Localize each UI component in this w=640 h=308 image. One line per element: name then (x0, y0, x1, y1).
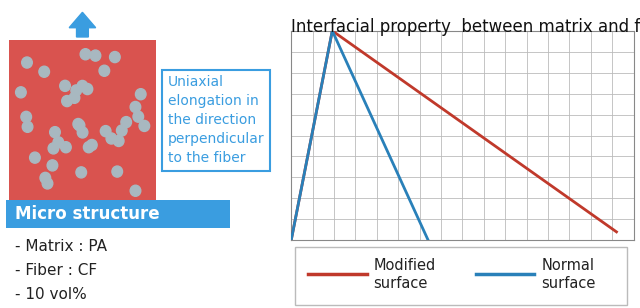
Circle shape (86, 140, 97, 151)
Text: Micro structure: Micro structure (15, 205, 159, 223)
Circle shape (109, 51, 120, 63)
Circle shape (22, 121, 33, 132)
Circle shape (71, 85, 81, 96)
Circle shape (100, 126, 111, 137)
Circle shape (116, 125, 127, 136)
Circle shape (48, 143, 59, 154)
Circle shape (21, 111, 31, 122)
Circle shape (130, 101, 141, 112)
Bar (9, 40, 156, 200)
Circle shape (136, 89, 146, 100)
Text: - Fiber : CF: - Fiber : CF (15, 263, 97, 278)
Circle shape (80, 49, 91, 60)
Circle shape (61, 142, 71, 153)
Circle shape (29, 152, 40, 163)
Circle shape (40, 172, 51, 184)
Circle shape (42, 178, 52, 189)
Circle shape (90, 50, 100, 61)
Circle shape (69, 92, 80, 103)
Circle shape (139, 120, 150, 132)
Text: - 10 vol%: - 10 vol% (15, 287, 86, 302)
Circle shape (50, 127, 60, 138)
Circle shape (15, 87, 26, 98)
Circle shape (74, 120, 85, 131)
Text: Modified
surface: Modified surface (373, 257, 436, 291)
Circle shape (133, 111, 143, 122)
Circle shape (82, 83, 93, 95)
Text: Uniaxial
elongation in
the direction
perpendicular
to the fiber: Uniaxial elongation in the direction per… (168, 75, 264, 165)
Circle shape (113, 136, 124, 147)
Circle shape (130, 185, 141, 196)
Text: - Matrix : PA: - Matrix : PA (15, 239, 107, 254)
Circle shape (53, 137, 63, 148)
Bar (6, 200, 230, 228)
Circle shape (22, 57, 32, 68)
Text: Interfacial property  between matrix and fiber: Interfacial property between matrix and … (291, 18, 640, 36)
Circle shape (121, 117, 131, 128)
Circle shape (112, 166, 122, 177)
Circle shape (73, 119, 84, 130)
FancyArrow shape (69, 12, 96, 37)
Circle shape (60, 80, 70, 91)
Circle shape (77, 80, 88, 91)
Circle shape (77, 127, 88, 138)
Circle shape (47, 160, 58, 171)
Circle shape (83, 142, 94, 153)
Text: Normal
surface: Normal surface (541, 257, 596, 291)
Circle shape (106, 133, 116, 144)
Circle shape (39, 66, 49, 77)
Circle shape (61, 95, 72, 107)
Circle shape (99, 65, 109, 76)
Circle shape (76, 167, 86, 178)
